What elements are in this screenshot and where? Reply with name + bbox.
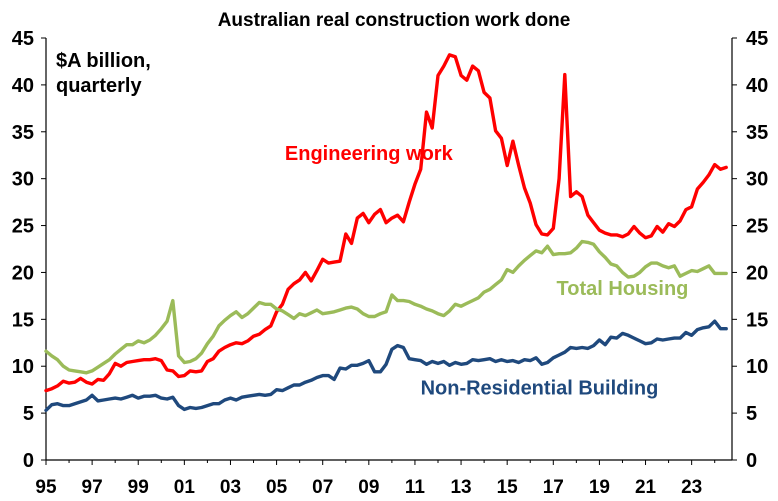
x-tick-label: 11	[405, 477, 426, 498]
series-label-engineering-work: Engineering work	[285, 143, 454, 165]
y-axis-label-line-2: quarterly	[56, 75, 142, 97]
y-tick-label-left: 30	[12, 169, 34, 191]
y-tick-label-right: 25	[746, 216, 768, 238]
series-annotations: Engineering work Total Housing Non-Residen…	[285, 143, 688, 399]
x-tick-label: 15	[497, 477, 519, 498]
y-tick-label-right: 35	[746, 122, 768, 144]
y-tick-label-right: 10	[746, 356, 768, 378]
series-label-non-residential-building: Non-Residential Building	[421, 377, 659, 399]
series-line-non-residential-building	[44, 319, 728, 412]
chart-title: Australian real construction work done	[218, 10, 571, 31]
y-axis-label: $A billion, quarterly	[56, 50, 156, 97]
x-tick-label: 03	[220, 477, 241, 498]
y-tick-label-right: 5	[746, 403, 757, 425]
series-label-total-housing: Total Housing	[557, 278, 689, 300]
y-tick-label-left: 40	[12, 75, 34, 97]
x-tick-label: 19	[589, 477, 610, 498]
series-line-engineering-work	[44, 53, 728, 393]
y-axis-right: 0 5 10 15 20 25 30 35 40 45	[732, 28, 768, 472]
y-tick-label-right: 30	[746, 169, 768, 191]
series-lines	[44, 53, 728, 412]
x-tick-label: 01	[174, 477, 196, 498]
x-tick-label: 21	[635, 477, 657, 498]
x-tick-label: 95	[35, 477, 57, 498]
x-tick-label: 09	[358, 477, 379, 498]
y-tick-label-right: 0	[746, 450, 757, 472]
y-tick-label-right: 20	[746, 262, 768, 284]
x-tick-label: 99	[128, 477, 149, 498]
x-tick-label: 05	[266, 477, 288, 498]
x-axis: 95 97 99 01 03 05 07 09 11 13 15 17 19 21 23	[35, 460, 716, 498]
y-tick-label-left: 15	[12, 309, 34, 331]
x-tick-label: 23	[681, 477, 702, 498]
y-tick-label-left: 45	[12, 28, 34, 50]
y-tick-label-left: 0	[23, 450, 34, 472]
y-tick-label-right: 15	[746, 309, 768, 331]
y-tick-label-left: 5	[23, 403, 34, 425]
y-tick-label-left: 35	[12, 122, 34, 144]
x-tick-label: 17	[543, 477, 564, 498]
x-tick-label: 13	[450, 477, 471, 498]
y-tick-label-left: 20	[12, 262, 34, 284]
x-tick-label: 07	[312, 477, 333, 498]
y-tick-label-left: 25	[12, 216, 34, 238]
x-tick-label: 97	[82, 477, 103, 498]
y-tick-label-right: 45	[746, 28, 768, 50]
y-axis-left: 0 5 10 15 20 25 30 35 40 45	[12, 28, 46, 472]
series-line-total-housing	[44, 239, 728, 375]
y-tick-label-left: 10	[12, 356, 34, 378]
y-tick-label-right: 40	[746, 75, 768, 97]
y-axis-label-line-1: $A billion,	[56, 50, 151, 72]
